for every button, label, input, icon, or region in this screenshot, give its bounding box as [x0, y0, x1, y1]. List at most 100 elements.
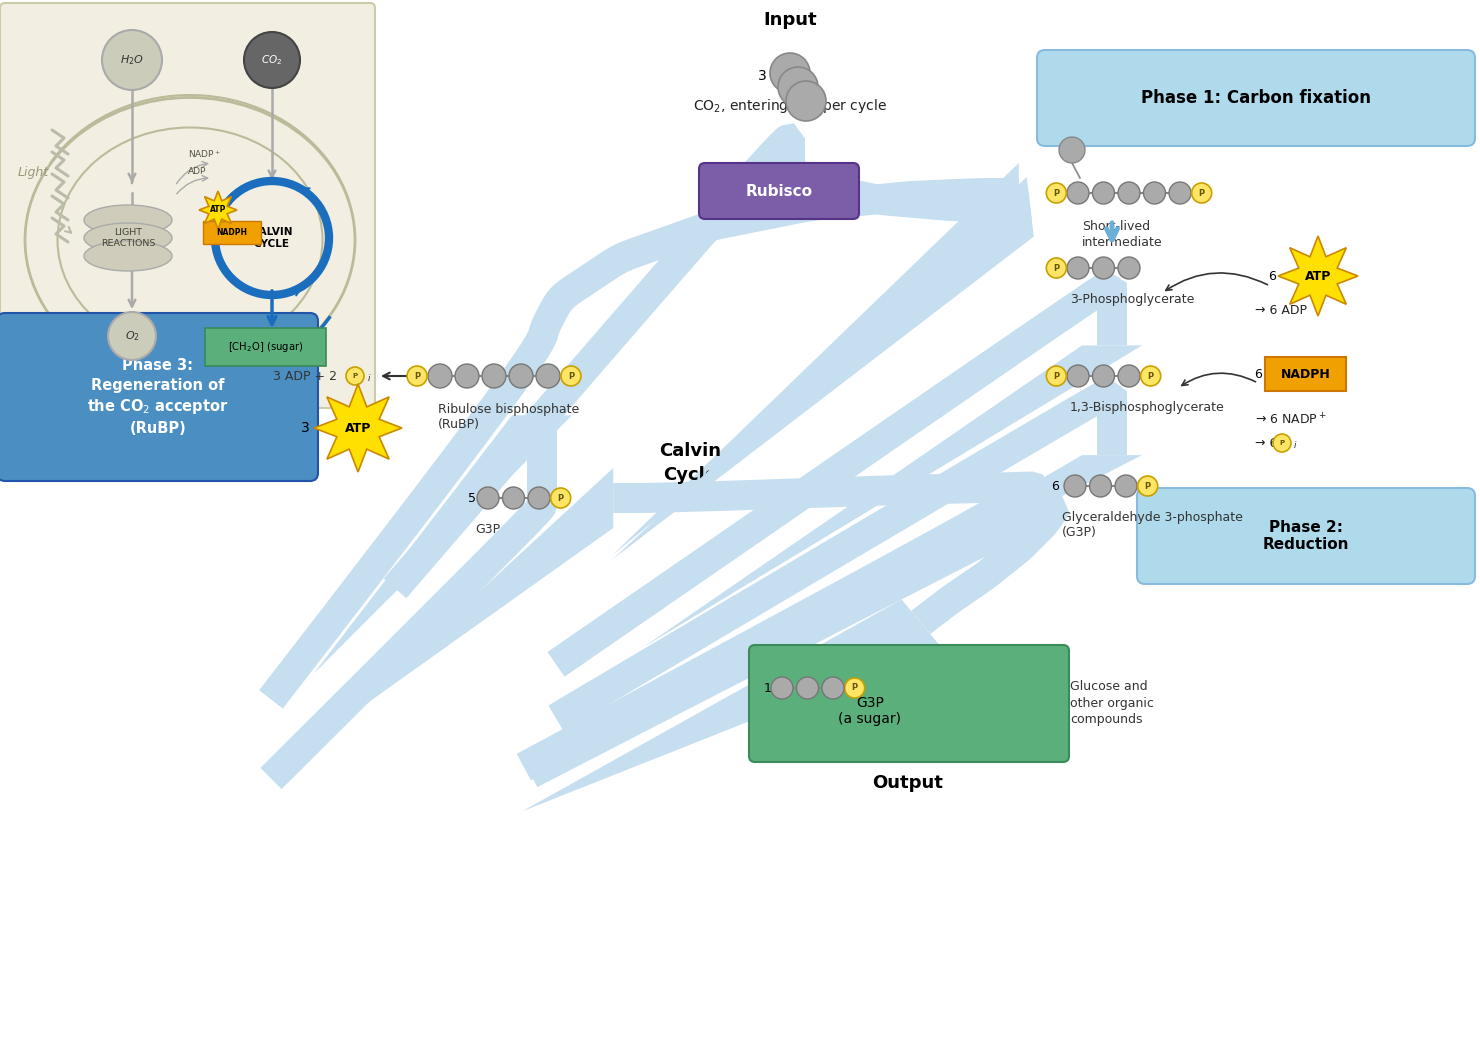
Text: Phase 1: Carbon fixation: Phase 1: Carbon fixation	[1141, 89, 1370, 107]
Circle shape	[1144, 182, 1166, 204]
Text: 3: 3	[300, 421, 309, 435]
Circle shape	[551, 488, 571, 508]
Text: P: P	[1054, 189, 1060, 197]
Circle shape	[1117, 257, 1140, 279]
Text: 3: 3	[1051, 187, 1058, 199]
Ellipse shape	[84, 223, 172, 253]
FancyBboxPatch shape	[0, 3, 374, 408]
FancyBboxPatch shape	[1265, 357, 1345, 391]
Circle shape	[1046, 258, 1066, 278]
Polygon shape	[642, 455, 1143, 712]
Text: ATP: ATP	[210, 205, 226, 215]
Polygon shape	[524, 489, 1070, 787]
Polygon shape	[383, 124, 1032, 598]
Text: $O_2$: $O_2$	[124, 329, 139, 343]
Text: ATP: ATP	[1305, 269, 1331, 283]
Text: Rubisco: Rubisco	[746, 183, 813, 198]
Text: Glyceraldehyde 3-phosphate
(G3P): Glyceraldehyde 3-phosphate (G3P)	[1063, 511, 1243, 539]
Circle shape	[528, 487, 551, 509]
Circle shape	[1092, 257, 1114, 279]
Circle shape	[1114, 475, 1137, 497]
Text: G3P: G3P	[475, 523, 500, 536]
Text: P: P	[1144, 481, 1151, 490]
Polygon shape	[1279, 236, 1359, 316]
Circle shape	[477, 487, 499, 509]
Circle shape	[1092, 182, 1114, 204]
Text: P: P	[414, 371, 420, 380]
Text: P: P	[1199, 189, 1205, 197]
Text: Calvin
Cycle: Calvin Cycle	[659, 442, 721, 484]
Polygon shape	[549, 376, 1126, 732]
Circle shape	[1064, 475, 1086, 497]
Text: → 6: → 6	[1255, 437, 1277, 450]
Text: 6: 6	[1051, 480, 1058, 493]
Circle shape	[1138, 476, 1157, 496]
Text: P: P	[851, 683, 858, 693]
Text: Ribulose bisphosphate
(RuBP): Ribulose bisphosphate (RuBP)	[438, 403, 579, 431]
Circle shape	[1046, 366, 1066, 386]
Circle shape	[536, 364, 559, 388]
Circle shape	[1117, 365, 1140, 387]
Circle shape	[346, 367, 364, 385]
Text: CO$_2$, entering one per cycle: CO$_2$, entering one per cycle	[693, 97, 887, 115]
Text: G3P
(a sugar): G3P (a sugar)	[839, 696, 901, 726]
Text: $_i$: $_i$	[1294, 437, 1298, 450]
Text: LIGHT
REACTIONS: LIGHT REACTIONS	[101, 228, 155, 248]
Circle shape	[561, 366, 582, 386]
Text: Glucose and
other organic
compounds: Glucose and other organic compounds	[1070, 680, 1154, 725]
Ellipse shape	[84, 205, 172, 235]
Circle shape	[1067, 365, 1089, 387]
Circle shape	[509, 364, 533, 388]
Text: P: P	[1054, 263, 1060, 272]
Circle shape	[1141, 366, 1160, 386]
Text: P: P	[558, 494, 564, 502]
Text: NADPH: NADPH	[1280, 368, 1331, 380]
Text: Input: Input	[764, 10, 817, 29]
Circle shape	[108, 312, 155, 361]
Circle shape	[1067, 257, 1089, 279]
Text: Short-lived
intermediate: Short-lived intermediate	[1082, 220, 1163, 249]
Polygon shape	[548, 269, 1126, 677]
Polygon shape	[642, 346, 1143, 648]
Text: 3 ADP + 2: 3 ADP + 2	[272, 370, 337, 383]
Circle shape	[102, 30, 161, 90]
Circle shape	[503, 487, 524, 509]
Text: Light: Light	[18, 166, 49, 179]
Text: P: P	[1279, 440, 1285, 446]
Circle shape	[1046, 183, 1066, 203]
Circle shape	[786, 81, 826, 121]
Circle shape	[770, 53, 810, 93]
Text: 6: 6	[1254, 368, 1262, 380]
FancyBboxPatch shape	[203, 221, 260, 244]
Text: P: P	[1147, 371, 1154, 380]
Text: P: P	[1054, 371, 1060, 380]
FancyBboxPatch shape	[699, 163, 858, 219]
Polygon shape	[517, 472, 1046, 781]
Circle shape	[778, 67, 818, 107]
Polygon shape	[259, 178, 1018, 708]
Text: $_i$: $_i$	[367, 370, 371, 383]
Text: 1: 1	[764, 681, 773, 695]
Circle shape	[821, 677, 844, 699]
Circle shape	[1089, 475, 1111, 497]
Circle shape	[1117, 182, 1140, 204]
Text: 3: 3	[758, 69, 767, 83]
Polygon shape	[314, 415, 571, 674]
Circle shape	[1067, 182, 1089, 204]
Polygon shape	[329, 468, 613, 730]
Circle shape	[482, 364, 506, 388]
Text: Phase 3:
Regeneration of
the CO$_2$ acceptor
(RuBP): Phase 3: Regeneration of the CO$_2$ acce…	[87, 358, 229, 436]
Text: P: P	[568, 371, 574, 380]
Circle shape	[1273, 434, 1291, 452]
Text: NADP$^+$: NADP$^+$	[188, 149, 221, 160]
Text: NADPH: NADPH	[216, 228, 247, 237]
Text: $H_2O$: $H_2O$	[120, 53, 144, 67]
Polygon shape	[611, 163, 1018, 555]
Circle shape	[244, 32, 300, 88]
Text: 1,3-Bisphosphoglycerate: 1,3-Bisphosphoglycerate	[1070, 401, 1225, 414]
Text: 3: 3	[408, 370, 416, 383]
Polygon shape	[314, 384, 403, 472]
Text: P: P	[352, 373, 358, 379]
Text: → 6 NADP$^+$: → 6 NADP$^+$	[1255, 412, 1326, 428]
Polygon shape	[611, 177, 1035, 560]
